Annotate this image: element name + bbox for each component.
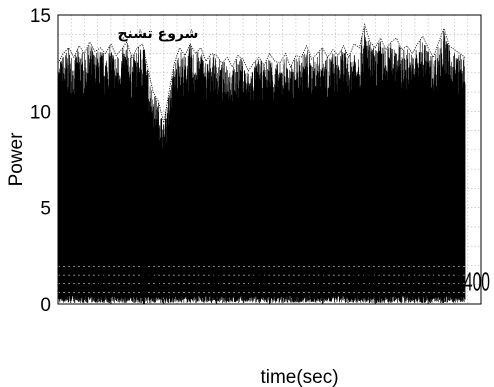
x-tick-label: 1000	[350, 269, 385, 297]
x-tick-label: 0	[98, 269, 107, 297]
x-tick-label: 1200	[402, 269, 437, 297]
annotation: شروع تشنج	[117, 26, 198, 304]
y-tick-label: 5	[40, 199, 51, 220]
y-tick-label: 10	[30, 102, 51, 123]
x-tick-label: 400	[195, 269, 221, 297]
x-axis-label: time(sec)	[260, 367, 338, 387]
x-tick-label: 1400	[455, 269, 490, 297]
x-tick-label: 800	[301, 269, 327, 297]
y-axis-label: Power	[6, 132, 27, 187]
power-envelope	[57, 23, 466, 123]
x-tick-label: 200	[142, 269, 168, 297]
y-tick-label: 15	[30, 6, 51, 27]
x-tick-label: 600	[248, 269, 274, 297]
y-tick-label: 0	[40, 295, 51, 316]
seizure-onset-label: شروع تشنج	[117, 26, 198, 42]
axis-ticks: 02004006008001000120014001600051015	[30, 6, 490, 316]
